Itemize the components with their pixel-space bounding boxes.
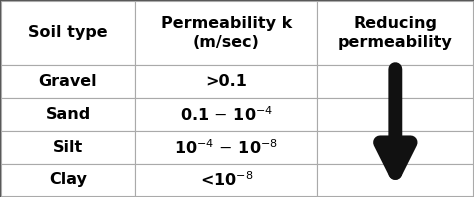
Bar xyxy=(318,65,474,98)
Text: 0.1 $-$ 10$^{-4}$: 0.1 $-$ 10$^{-4}$ xyxy=(180,105,273,124)
Bar xyxy=(136,1,318,65)
Text: Gravel: Gravel xyxy=(39,74,97,89)
Text: >0.1: >0.1 xyxy=(205,74,247,89)
Bar xyxy=(136,98,318,131)
Bar xyxy=(318,98,474,131)
Bar xyxy=(318,164,474,196)
Bar xyxy=(0,65,136,98)
Bar xyxy=(0,164,136,196)
Text: 10$^{-4}$ $-$ 10$^{-8}$: 10$^{-4}$ $-$ 10$^{-8}$ xyxy=(174,138,278,156)
Bar xyxy=(0,131,136,164)
Text: Sand: Sand xyxy=(46,107,91,122)
Bar xyxy=(136,164,318,196)
Text: Permeability k
(m/sec): Permeability k (m/sec) xyxy=(161,16,292,50)
Bar xyxy=(318,131,474,164)
Bar xyxy=(136,65,318,98)
Bar xyxy=(0,1,136,65)
Bar xyxy=(318,1,474,65)
Text: <10$^{-8}$: <10$^{-8}$ xyxy=(200,171,253,189)
Bar xyxy=(136,131,318,164)
Text: Reducing
permeability: Reducing permeability xyxy=(338,16,453,50)
Text: Soil type: Soil type xyxy=(28,25,108,40)
Text: Silt: Silt xyxy=(53,140,83,155)
Text: Clay: Clay xyxy=(49,172,87,187)
Bar xyxy=(0,98,136,131)
